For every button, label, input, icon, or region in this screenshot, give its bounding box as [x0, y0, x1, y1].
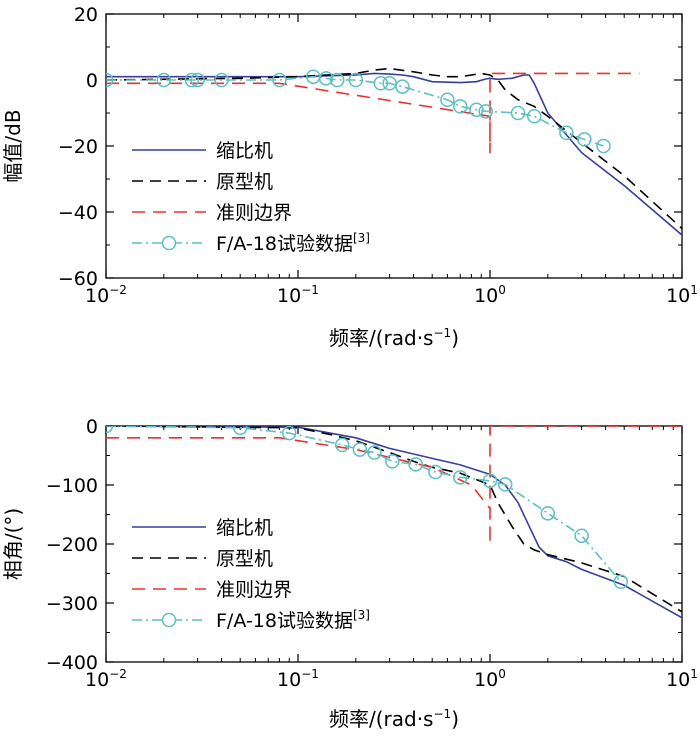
data-point-flight [190, 72, 205, 88]
legend-label: F/A-18试验数据[3] [216, 608, 370, 632]
data-point-flight [395, 79, 410, 94]
data-point-flight [453, 99, 468, 114]
data-point-flight [184, 72, 200, 88]
y-tick-label: −100 [46, 475, 98, 497]
data-point-flight [352, 442, 368, 457]
data-point-flight [408, 457, 423, 472]
series-line-criterion [106, 72, 640, 154]
x-axis-label: 频率/(rad·s−1) [329, 326, 459, 350]
data-point-flight [272, 72, 287, 88]
data-point-flight [453, 470, 468, 485]
y-tick-label: −20 [58, 136, 98, 158]
data-point-flight [596, 138, 611, 154]
plot-frame [105, 425, 683, 663]
data-point-flight [106, 72, 114, 88]
data-point-flight [329, 72, 345, 88]
legend-label: 原型机 [216, 171, 273, 193]
y-tick-label: −200 [46, 534, 98, 556]
legend-label: F/A-18试验数据[3] [216, 231, 370, 255]
phase-plot: 10−2 10−1 100 101 0 −100 −200 −300 −400 频率/(rad·s… [1, 416, 698, 731]
data-point-flight [373, 76, 389, 91]
x-tick-label: 10−2 [85, 667, 127, 691]
series-line-scaled [106, 72, 682, 236]
series-line-criterion [106, 426, 682, 545]
data-point-flight [281, 426, 297, 441]
series-layer [106, 67, 682, 236]
x-tick-label: 100 [474, 667, 506, 691]
data-point-flight [334, 437, 350, 453]
data-point-flight [478, 104, 493, 119]
data-point-flight [214, 72, 229, 88]
x-tick-label: 10−2 [85, 283, 127, 307]
series-line-scaled [106, 426, 682, 619]
legend-label: 原型机 [216, 548, 273, 570]
y-tick-label: 0 [86, 416, 98, 438]
y-tick-label: 0 [86, 70, 98, 92]
data-point-flight [577, 132, 592, 147]
y-tick-label: 20 [74, 4, 98, 26]
data-point-flight [428, 464, 443, 480]
y-tick-label: −40 [58, 202, 98, 224]
x-tick-label: 101 [666, 283, 698, 307]
legend-label: 缩比机 [216, 140, 273, 162]
data-point-flight [510, 105, 526, 121]
y-tick-label: −300 [46, 593, 98, 615]
legend-label: 缩比机 [216, 517, 273, 539]
data-point-flight [613, 574, 629, 590]
series-line-prototype [106, 426, 682, 613]
data-point-flight [574, 528, 589, 543]
data-point-flight [440, 92, 455, 108]
data-point-flight [232, 426, 248, 436]
x-axis-label: 频率/(rad·s−1) [329, 707, 459, 731]
legend-marker [161, 612, 177, 628]
series-line-flight [106, 426, 622, 583]
data-point-flight [367, 445, 382, 460]
legend-label: 准则边界 [216, 202, 292, 224]
data-point-flight [540, 506, 556, 521]
x-tick-label: 101 [666, 667, 698, 691]
data-point-flight [469, 102, 484, 117]
x-tick-label: 10−1 [277, 283, 319, 307]
y-axis-label: 相角/(°) [1, 508, 25, 580]
data-point-flight [318, 71, 334, 86]
data-point-flight [482, 473, 498, 489]
data-point-flight [526, 109, 542, 124]
data-point-flight [559, 125, 574, 141]
series-line-prototype [106, 67, 682, 230]
series-line-flight [106, 75, 604, 147]
magnitude-plot: 10−2 10−1 100 101 20 0 −20 −40 −60 频率/(rad·s−1) 幅值… [1, 4, 698, 350]
x-tick-label: 100 [474, 283, 506, 307]
y-tick-label: −400 [46, 652, 98, 674]
y-tick-label: −60 [58, 268, 98, 290]
data-point-flight [497, 477, 513, 492]
series-layer [106, 426, 682, 619]
data-point-flight [348, 72, 364, 88]
x-tick-label: 10−1 [277, 667, 319, 691]
legend-marker [161, 235, 177, 251]
plot-frame [105, 13, 683, 279]
legend-label: 准则边界 [216, 579, 292, 601]
data-point-flight [156, 72, 172, 88]
y-axis-label: 幅值/dB [1, 109, 25, 182]
data-point-flight [385, 454, 400, 469]
